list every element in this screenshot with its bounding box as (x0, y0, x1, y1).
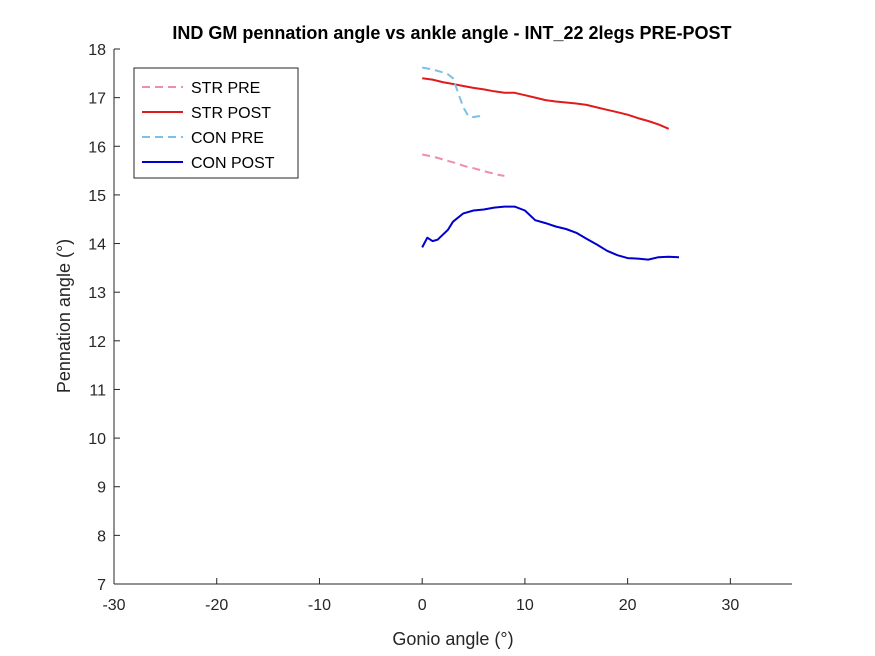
legend-entry: CON POST (191, 155, 275, 172)
y-tick-label: 8 (97, 528, 106, 545)
y-tick-label: 7 (97, 577, 106, 594)
series-line-str-post (422, 77, 670, 130)
y-tick-label: 12 (88, 334, 106, 351)
x-tick-label: -20 (205, 597, 228, 614)
legend-entry: CON PRE (191, 130, 264, 147)
x-tick-label: -30 (102, 597, 125, 614)
series-layer (421, 66, 680, 261)
legend-entry: STR PRE (191, 80, 260, 97)
y-tick-label: 13 (88, 285, 106, 302)
y-tick-label: 10 (88, 431, 106, 448)
x-tick-label: -10 (308, 597, 331, 614)
y-axis-title: Pennation angle (°) (54, 239, 74, 393)
y-tick-label: 11 (89, 382, 106, 399)
y-ticks: 7 8 9 10 11 12 13 14 15 16 17 18 (88, 42, 120, 594)
series-line-con-pre (422, 66, 484, 119)
legend: STR PRE STR POST CON PRE CON POST (133, 67, 299, 179)
x-axis-title: Gonio angle (°) (392, 629, 513, 649)
series-line-con-post (421, 205, 680, 261)
y-tick-label: 15 (88, 188, 106, 205)
legend-entry: STR POST (191, 105, 271, 122)
y-tick-label: 16 (88, 139, 106, 156)
y-tick-label: 14 (88, 237, 106, 254)
x-tick-label: 10 (516, 597, 534, 614)
series-line-str-pre (422, 153, 505, 177)
chart-title: IND GM pennation angle vs ankle angle - … (172, 23, 731, 43)
y-tick-label: 9 (97, 480, 106, 497)
y-tick-label: 18 (88, 42, 106, 59)
x-tick-label: 20 (619, 597, 637, 614)
y-tick-label: 17 (88, 91, 106, 108)
x-tick-label: 30 (721, 597, 739, 614)
x-tick-label: 0 (418, 597, 427, 614)
x-ticks: -30 -20 -10 0 10 20 30 (102, 578, 739, 614)
